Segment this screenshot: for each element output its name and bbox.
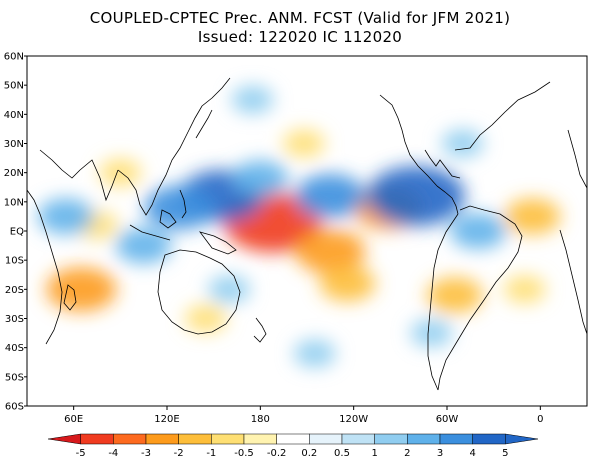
lat-label: 30N	[4, 139, 24, 150]
coast-arabia-india	[39, 149, 119, 202]
colorbar-swatch-1	[80, 433, 114, 445]
anomaly-center-10	[184, 304, 227, 333]
coast-australia	[157, 249, 241, 335]
colorbar-label: -0.2	[267, 448, 287, 459]
latitude-labels: 60N 50N 40N 30N 20N 10N EQ 10S 20S 30S 40S 50S 60S	[4, 52, 24, 413]
colorbar-swatch-3	[145, 433, 179, 445]
lat-label: 10S	[5, 256, 24, 267]
anomaly-center-20	[208, 275, 251, 304]
colorbar-label: 0.2	[301, 448, 317, 459]
coast-japan	[195, 109, 213, 139]
anomaly-center-7	[99, 158, 142, 187]
colorbar-swatch-8	[309, 433, 343, 445]
anomaly-center-13	[144, 185, 215, 230]
colorbar-swatch-12	[439, 433, 473, 445]
axis-ticks	[24, 55, 541, 410]
lat-label: 20N	[4, 168, 24, 179]
anomaly-center-24	[231, 85, 274, 114]
colorbar-swatch-4	[178, 433, 212, 445]
lat-label: 30S	[5, 314, 24, 325]
colorbar-label: -1	[206, 448, 216, 459]
colorbar-label: 2	[404, 448, 410, 459]
anomaly-center-21	[293, 339, 336, 368]
colorbar-label: -4	[108, 448, 118, 459]
colorbar-labels: -5 -4 -3 -2 -1 -0.5 -0.2 0.2 0.5 1 2 3 4 5	[76, 448, 509, 459]
coast-africa-east	[27, 189, 63, 345]
anomaly-center-4	[282, 129, 325, 158]
coast-new-guinea	[198, 231, 237, 255]
colorbar-swatch-13	[472, 433, 506, 445]
anomaly-field	[37, 85, 561, 368]
coast-na-east	[454, 81, 551, 151]
coastlines	[27, 77, 587, 391]
chart-title: COUPLED-CPTEC Prec. ANM. FCST (Valid for…	[89, 9, 511, 27]
anomaly-center-1	[295, 229, 366, 274]
anomaly-center-6	[504, 198, 561, 235]
coast-gulf-mexico	[424, 149, 461, 179]
colorbar-swatch-6	[243, 433, 277, 445]
coast-north-america	[379, 94, 438, 187]
colorbar-label: 1	[371, 448, 377, 459]
colorbar-label: -2	[174, 448, 184, 459]
coast-south-america-east	[437, 205, 523, 391]
lon-label: 60E	[64, 414, 83, 425]
anomaly-center-23	[441, 129, 484, 158]
lon-label: 60W	[436, 414, 459, 425]
colorbar-label: 5	[502, 448, 508, 459]
colorbar-swatch-0	[47, 433, 81, 445]
lat-label: 60S	[5, 402, 24, 413]
anomaly-center-11	[503, 275, 546, 304]
coast-new-zealand	[253, 317, 267, 343]
anomaly-center-2	[319, 265, 376, 302]
colorbar-swatch-7	[276, 433, 310, 445]
anomaly-center-5	[426, 277, 483, 314]
coast-central-america	[436, 185, 459, 215]
anomaly-center-18	[450, 213, 507, 249]
coast-southeast-asia	[117, 131, 189, 216]
lon-label: 120W	[339, 414, 368, 425]
colorbar-label: 0.5	[334, 448, 350, 459]
coast-philippines	[179, 189, 187, 219]
lon-label: 180	[251, 414, 270, 425]
coast-africa-northwest	[567, 129, 587, 189]
coast-africa-west	[559, 229, 587, 335]
colorbar-swatch-14	[505, 433, 539, 445]
anomaly-center-17	[115, 227, 172, 264]
anomaly-center-15	[295, 174, 366, 218]
anomaly-center-22	[410, 319, 453, 348]
colorbar	[47, 433, 539, 445]
chart-subtitle: Issued: 122020 IC 112020	[197, 28, 403, 46]
colorbar-swatch-5	[211, 433, 245, 445]
colorbar-label: -3	[141, 448, 151, 459]
lat-label: 20S	[5, 285, 24, 296]
colorbar-swatch-10	[374, 433, 408, 445]
colorbar-label: -0.5	[234, 448, 254, 459]
anomaly-center-19	[37, 198, 94, 235]
coast-madagascar	[63, 284, 77, 311]
colorbar-label: 3	[437, 448, 443, 459]
lat-label: 50N	[4, 81, 24, 92]
coast-south-america-west	[427, 213, 459, 391]
lon-label: 0	[537, 414, 543, 425]
colorbar-label: -5	[76, 448, 86, 459]
anomaly-center-16	[366, 166, 465, 226]
lat-label: 60N	[4, 52, 24, 63]
colorbar-label: 4	[469, 448, 475, 459]
coast-east-asia	[187, 77, 231, 133]
colorbar-swatch-11	[407, 433, 441, 445]
coast-borneo	[159, 209, 177, 229]
lon-label: 120E	[154, 414, 179, 425]
lat-label: EQ	[10, 227, 24, 238]
lat-label: 10N	[4, 197, 24, 208]
coast-sumatra-java	[129, 224, 171, 241]
lat-label: 40N	[4, 110, 24, 121]
longitude-labels: 60E 120E 180 120W 60W 0	[64, 414, 543, 425]
colorbar-swatch-2	[113, 433, 147, 445]
anomaly-center-14	[232, 160, 289, 197]
colorbar-swatch-9	[341, 433, 375, 445]
anomaly-center-8	[46, 267, 117, 312]
lat-label: 50S	[5, 372, 24, 383]
lat-label: 40S	[5, 343, 24, 354]
